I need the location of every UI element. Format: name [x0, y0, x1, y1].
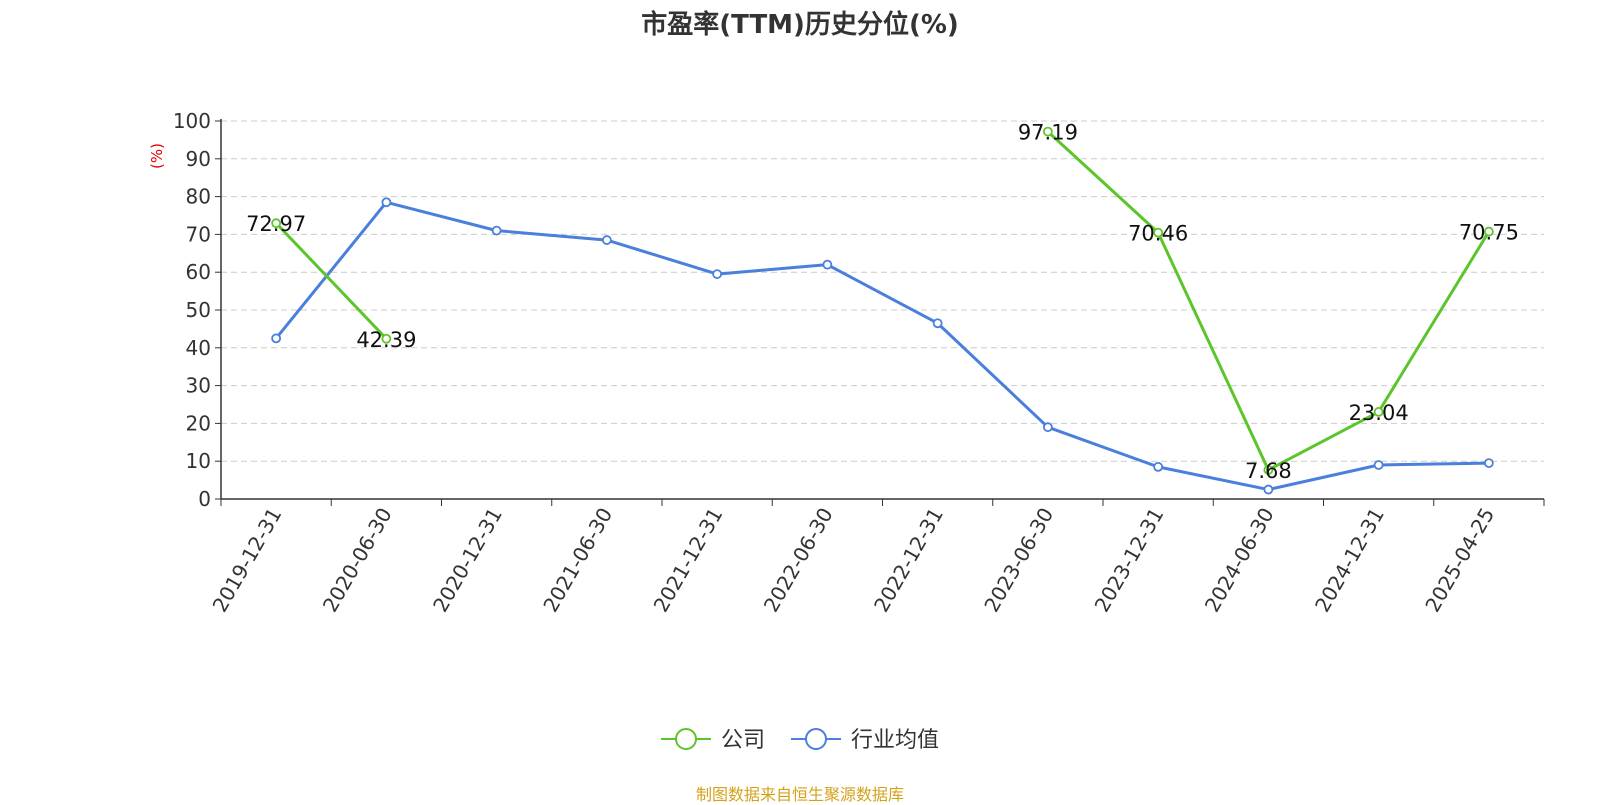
- y-tick-label: 40: [186, 336, 211, 360]
- x-tick-label: 2021-06-30: [538, 504, 617, 617]
- legend-marker: [805, 728, 827, 750]
- series-company: 72.97 42.39 97.19 70.46 7.68 23.04 70.75: [246, 121, 1519, 483]
- data-point: [1042, 422, 1053, 433]
- y-tick-label: 0: [198, 487, 211, 511]
- x-tick-label: 2025-04-25: [1420, 504, 1499, 617]
- y-tick-label: 80: [186, 185, 211, 209]
- y-tick-label: 70: [186, 222, 211, 246]
- data-point: [1373, 460, 1384, 470]
- y-tick-label: 10: [186, 449, 211, 473]
- legend-item-company: 公司: [661, 728, 765, 753]
- series-industry-average: [271, 197, 1494, 495]
- data-label: 7.68: [1245, 459, 1292, 483]
- data-point: [381, 333, 392, 344]
- y-tick-label: 100: [173, 109, 211, 133]
- series-line: [274, 200, 1489, 492]
- data-label: 23.04: [1349, 401, 1409, 425]
- data-label: 42.39: [356, 328, 416, 352]
- data-point: [822, 259, 833, 270]
- y-tick-label: 90: [186, 147, 211, 171]
- data-point: [1153, 461, 1164, 472]
- data-point: [1042, 126, 1053, 137]
- y-tick-label: 50: [186, 298, 211, 322]
- x-tick-label: 2023-12-31: [1090, 504, 1169, 617]
- data-point: [1483, 458, 1494, 468]
- data-point: [381, 197, 392, 208]
- data-point: [1373, 407, 1384, 417]
- data-point: [271, 218, 282, 229]
- series-line: [275, 222, 388, 340]
- x-tick-label: 2023-06-30: [979, 504, 1058, 617]
- y-tick-label: 20: [186, 411, 211, 435]
- legend: 公司 行业均值: [661, 728, 939, 753]
- legend-label: 公司: [721, 728, 765, 753]
- data-point: [271, 333, 282, 344]
- data-point: [1483, 226, 1494, 237]
- data-label: 72.97: [246, 212, 306, 236]
- y-axis-label: (%): [148, 143, 166, 169]
- legend-marker: [675, 728, 697, 750]
- data-label: 70.46: [1128, 222, 1188, 246]
- data-label: 97.19: [1018, 121, 1078, 145]
- x-tick-label: 2024-12-31: [1310, 504, 1389, 617]
- series-line: [1046, 130, 1491, 472]
- x-tick-label: 2020-12-31: [428, 504, 507, 617]
- legend-label: 行业均值: [851, 728, 939, 753]
- x-tick-label: 2022-06-30: [759, 504, 838, 617]
- data-point: [712, 269, 723, 279]
- legend-item-industry-average: 行业均值: [791, 728, 939, 753]
- data-point: [932, 318, 943, 329]
- data-point: [1263, 465, 1274, 475]
- y-tick-label: 30: [186, 374, 211, 398]
- x-tick-label: 2019-12-31: [208, 504, 287, 617]
- x-tick-label: 2024-06-30: [1200, 504, 1279, 617]
- source-note: 制图数据来自恒生聚源数据库: [695, 785, 904, 804]
- data-label: 70.75: [1459, 221, 1519, 245]
- x-tick-label: 2021-12-31: [649, 504, 728, 617]
- data-point: [601, 235, 612, 245]
- data-point: [1263, 484, 1274, 495]
- x-tick-label: 2022-12-31: [869, 504, 948, 617]
- y-tick-label: 60: [186, 260, 211, 284]
- x-tick-label: 2020-06-30: [318, 504, 397, 617]
- data-point: [1153, 227, 1164, 238]
- data-point: [491, 225, 502, 236]
- chart-title: 市盈率(TTM)历史分位(%): [641, 10, 959, 40]
